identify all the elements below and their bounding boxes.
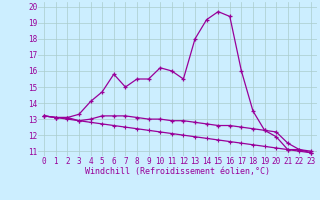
X-axis label: Windchill (Refroidissement éolien,°C): Windchill (Refroidissement éolien,°C) [85,167,270,176]
